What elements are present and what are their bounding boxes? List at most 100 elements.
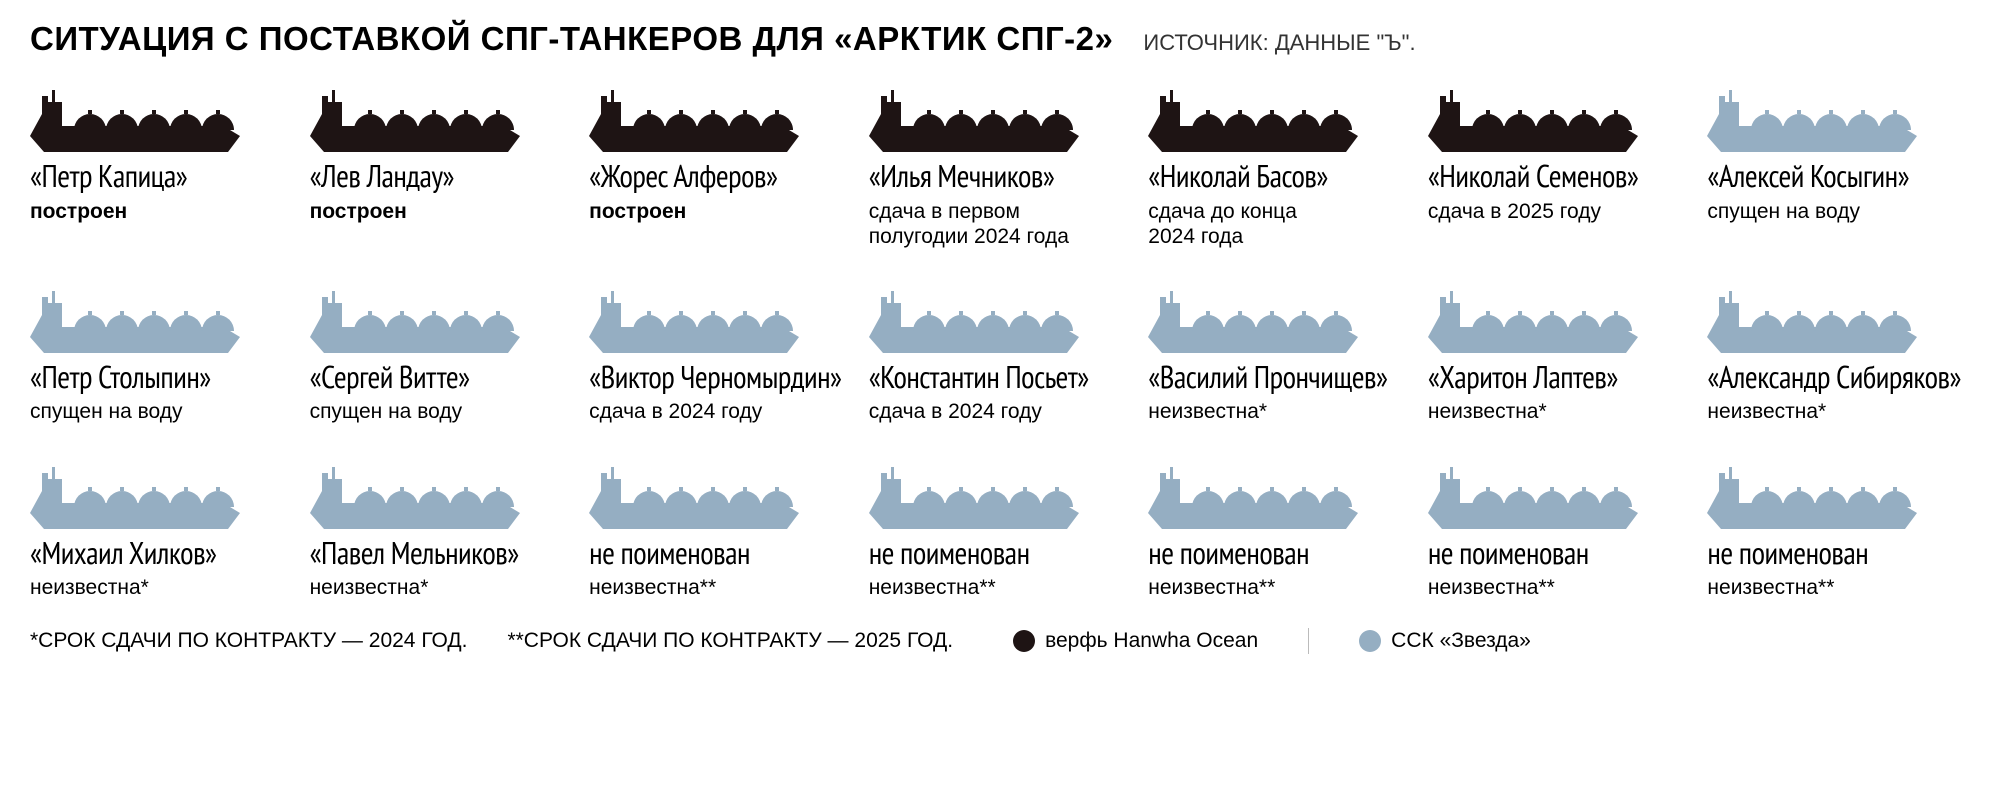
ship-cell: не поименован неизвестна** [1148,453,1410,601]
ship-status: сдача в 2025 году [1428,199,1601,224]
ship-cell: «Петр Капица» построен [30,76,292,249]
legend-label-zvezda: ССК «Звезда» [1391,629,1531,653]
footnotes: *СРОК СДАЧИ ПО КОНТРАКТУ — 2024 ГОД. **С… [30,629,953,653]
tanker-icon [1148,76,1358,156]
ship-name: «Константин Посьет» [869,361,1089,394]
ship-name: не поименован [589,537,750,570]
ship-cell: не поименован неизвестна** [589,453,851,601]
legend-item-zvezda: ССК «Звезда» [1359,629,1531,653]
tanker-icon [869,277,1079,357]
ship-cell: «Александр Сибиряков» неизвестна* [1707,277,1969,425]
ship-cell: «Лев Ландау» построен [310,76,572,249]
legend-dot-zvezda [1359,630,1381,652]
tanker-icon [1707,76,1917,156]
tanker-icon [589,277,799,357]
ship-name: «Николай Басов» [1148,160,1328,193]
ship-cell: «Николай Семенов» сдача в 2025 году [1428,76,1690,249]
tanker-icon [310,277,520,357]
ship-cell: «Петр Столыпин» спущен на воду [30,277,292,425]
ship-status: спущен на воду [310,399,463,424]
legend-dot-hanwha [1013,630,1035,652]
ship-cell: «Жорес Алферов» построен [589,76,851,249]
tanker-icon [1148,277,1358,357]
ship-cell: «Алексей Косыгин» спущен на воду [1707,76,1969,249]
tanker-icon [1707,277,1917,357]
ship-name: «Петр Столыпин» [30,361,211,394]
tanker-icon [869,76,1079,156]
ship-name: не поименован [1428,537,1589,570]
tanker-icon [310,453,520,533]
ship-cell: «Сергей Витте» спущен на воду [310,277,572,425]
ship-status: построен [589,199,686,224]
legend-item-hanwha: верфь Hanwha Ocean [1013,629,1258,653]
ship-grid: «Петр Капица»построен «Лев Ландау»пост [30,76,1969,600]
legend: верфь Hanwha Ocean ССК «Звезда» [1013,628,1531,654]
ship-name: «Харитон Лаптев» [1428,361,1618,394]
ship-status: построен [310,199,407,224]
tanker-icon [589,453,799,533]
ship-status: неизвестна** [1148,575,1275,600]
ship-status: неизвестна** [869,575,996,600]
legend-label-hanwha: верфь Hanwha Ocean [1045,629,1258,653]
ship-cell: «Павел Мельников» неизвестна* [310,453,572,601]
ship-cell: «Илья Мечников» сдача в первомполугодии 2… [869,76,1131,249]
tanker-icon [30,277,240,357]
ship-name: не поименован [1707,537,1868,570]
footnote-1: *СРОК СДАЧИ ПО КОНТРАКТУ — 2024 ГОД. [30,629,467,653]
ship-status: неизвестна** [1707,575,1834,600]
tanker-icon [869,453,1079,533]
ship-status: неизвестна* [1148,399,1267,424]
footer: *СРОК СДАЧИ ПО КОНТРАКТУ — 2024 ГОД. **С… [30,628,1969,654]
ship-status: построен [30,199,127,224]
tanker-icon [1148,453,1358,533]
ship-name: «Сергей Витте» [310,361,470,394]
ship-name: «Алексей Косыгин» [1707,160,1909,193]
ship-name: не поименован [1148,537,1309,570]
ship-cell: «Николай Басов» сдача до конца2024 года [1148,76,1410,249]
ship-name: «Лев Ландау» [310,160,454,193]
ship-cell: не поименован неизвестна** [1428,453,1690,601]
ship-cell: «Константин Посьет» сдача в 2024 году [869,277,1131,425]
ship-cell: «Василий Прончищев» неизвестна* [1148,277,1410,425]
ship-status: сдача до конца2024 года [1148,199,1297,249]
ship-name: «Николай Семенов» [1428,160,1638,193]
tanker-icon [1428,453,1638,533]
tanker-icon [589,76,799,156]
source-label: ИСТОЧНИК: ДАННЫЕ "Ъ". [1143,30,1415,56]
ship-status: неизвестна* [30,575,149,600]
ship-cell: «Михаил Хилков» неизвестна* [30,453,292,601]
ship-name: «Петр Капица» [30,160,187,193]
page-title: СИТУАЦИЯ С ПОСТАВКОЙ СПГ-ТАНКЕРОВ ДЛЯ «А… [30,20,1113,58]
tanker-icon [310,76,520,156]
ship-status: сдача в 2024 году [869,399,1042,424]
ship-status: неизвестна** [589,575,716,600]
ship-name: не поименован [869,537,1030,570]
ship-name: «Виктор Черномырдин» [589,361,841,394]
legend-separator [1308,628,1309,654]
ship-cell: не поименован неизвестна** [869,453,1131,601]
tanker-icon [1707,453,1917,533]
ship-status: сдача в 2024 году [589,399,762,424]
ship-name: «Александр Сибиряков» [1707,361,1961,394]
tanker-icon [30,76,240,156]
ship-cell: не поименован неизвестна** [1707,453,1969,601]
ship-name: «Михаил Хилков» [30,537,217,570]
ship-cell: «Виктор Черномырдин» сдача в 2024 году [589,277,851,425]
ship-status: неизвестна* [1428,399,1547,424]
ship-cell: «Харитон Лаптев» неизвестна* [1428,277,1690,425]
ship-status: неизвестна* [310,575,429,600]
footnote-2: **СРОК СДАЧИ ПО КОНТРАКТУ — 2025 ГОД. [507,629,953,653]
ship-name: «Жорес Алферов» [589,160,777,193]
ship-name: «Василий Прончищев» [1148,361,1387,394]
ship-status: неизвестна** [1428,575,1555,600]
tanker-icon [30,453,240,533]
ship-name: «Павел Мельников» [310,537,519,570]
ship-status: сдача в первомполугодии 2024 года [869,199,1069,249]
tanker-icon [1428,76,1638,156]
header: СИТУАЦИЯ С ПОСТАВКОЙ СПГ-ТАНКЕРОВ ДЛЯ «А… [30,20,1969,58]
ship-status: спущен на воду [1707,199,1860,224]
ship-name: «Илья Мечников» [869,160,1055,193]
ship-status: спущен на воду [30,399,183,424]
ship-status: неизвестна* [1707,399,1826,424]
tanker-icon [1428,277,1638,357]
